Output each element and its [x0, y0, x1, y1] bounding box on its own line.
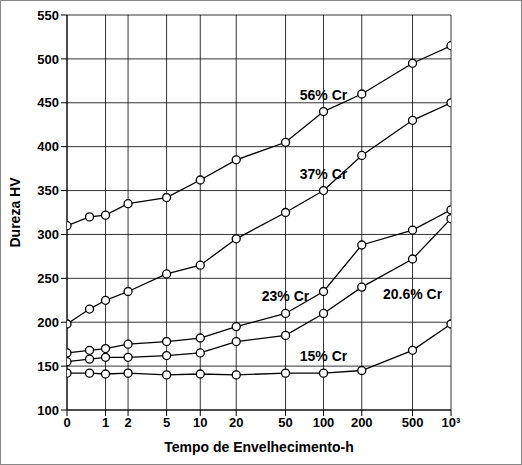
svg-text:100: 100	[313, 415, 335, 430]
svg-text:2: 2	[124, 415, 131, 430]
svg-text:200: 200	[351, 415, 373, 430]
svg-text:56% Cr: 56% Cr	[300, 87, 348, 103]
svg-text:450: 450	[37, 95, 59, 110]
svg-text:20.6% Cr: 20.6% Cr	[383, 286, 443, 302]
svg-text:15% Cr: 15% Cr	[300, 348, 348, 364]
svg-text:500: 500	[402, 415, 424, 430]
svg-text:400: 400	[37, 139, 59, 154]
svg-text:20: 20	[229, 415, 243, 430]
svg-text:Tempo de Envelhecimento-h: Tempo de Envelhecimento-h	[164, 439, 354, 455]
svg-text:10³: 10³	[442, 415, 461, 430]
svg-text:1: 1	[102, 415, 109, 430]
svg-text:350: 350	[37, 183, 59, 198]
svg-text:100: 100	[37, 403, 59, 418]
svg-text:200: 200	[37, 315, 59, 330]
svg-text:Dureza HV: Dureza HV	[8, 177, 23, 248]
svg-text:23% Cr: 23% Cr	[262, 288, 310, 304]
svg-text:5: 5	[163, 415, 170, 430]
svg-text:10: 10	[193, 415, 207, 430]
svg-text:500: 500	[37, 52, 59, 67]
svg-text:150: 150	[37, 359, 59, 374]
svg-text:550: 550	[37, 8, 59, 23]
svg-text:300: 300	[37, 227, 59, 242]
svg-text:250: 250	[37, 271, 59, 286]
svg-text:37% Cr: 37% Cr	[300, 166, 348, 182]
svg-text:50: 50	[278, 415, 292, 430]
svg-text:0: 0	[63, 415, 70, 430]
